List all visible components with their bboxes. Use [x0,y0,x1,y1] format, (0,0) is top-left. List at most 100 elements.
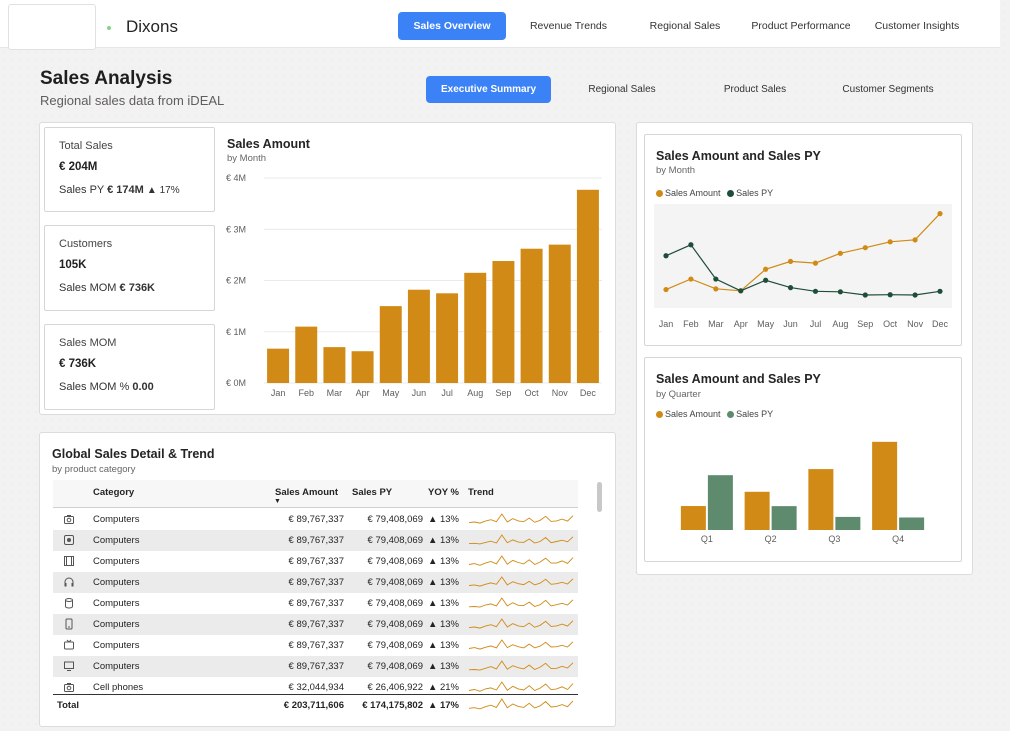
kpi-value: € 204M [59,161,98,173]
kpi-subline: Sales MOM € 736K [59,282,155,294]
table-row[interactable]: Cell phones € 32,044,934 € 26,406,922 ▲ 21% [53,677,578,698]
sort-desc-icon[interactable]: ▼ [274,498,281,505]
cell-sales-py: € 79,408,069 [367,661,423,672]
cell-sales-amount: € 32,044,934 [288,682,344,693]
series-line-sales-py [665,244,941,296]
table-row[interactable]: Computers € 89,767,337 € 79,408,069 ▲ 13% [53,614,578,635]
data-point [688,276,694,282]
x-tick-label: Mar [708,319,724,329]
bar-jan [267,348,290,383]
kpi-card-total-sales[interactable]: Total Sales € 204M Sales PY € 174M ▲ 17% [44,127,215,212]
x-tick-label: Nov [907,319,924,329]
x-tick-label: Aug [467,388,483,398]
cell-category: Cell phones [93,682,144,693]
kpi-sub-value: € 174M [107,184,144,196]
trend-sparkline [468,555,574,566]
sparkline-path [468,513,574,524]
subtab-product-sales[interactable]: Product Sales [723,84,787,95]
nav-tab-revenue-trends[interactable]: Revenue Trends [529,20,608,32]
bar-q1-sales-amount [680,506,706,530]
table-row[interactable]: Computers € 89,767,337 € 79,408,069 ▲ 13% [53,551,578,572]
table-title: Global Sales Detail & Trend [52,447,215,461]
x-tick-label: Oct [883,319,898,329]
legend-dot-icon [656,411,663,418]
table-scrollbar[interactable] [597,482,602,512]
nav-tab-product-performance[interactable]: Product Performance [751,20,851,32]
kpi-card-customers[interactable]: Customers 105K Sales MOM € 736K [44,225,215,311]
legend-dot-icon [727,190,735,197]
total-sales-py: € 174,175,802 [362,700,423,711]
col-header-sales-py[interactable]: Sales PY [352,487,393,498]
nav-tab-regional-sales[interactable]: Regional Sales [649,20,721,32]
x-tick-label: Jun [412,388,427,398]
headphones-icon [64,577,74,587]
bar-feb [295,326,318,383]
x-tick-label: Mar [327,388,343,398]
data-point [937,211,943,217]
sparkline-path [468,681,574,692]
data-point [937,288,943,294]
col-header-category[interactable]: Category [93,487,135,498]
table-row[interactable]: Computers € 89,767,337 € 79,408,069 ▲ 13% [53,593,578,614]
total-label: Total [57,700,79,711]
quarter-chart-title: Sales Amount and Sales PY [656,372,821,386]
bar-mar [323,347,346,383]
subtab-executive-summary[interactable]: Executive Summary [426,76,551,103]
table-row[interactable]: Computers € 89,767,337 € 79,408,069 ▲ 13% [53,509,578,530]
sparkline-path [468,555,574,566]
trend-sparkline [468,681,574,692]
monthly-line-chart[interactable]: Jan Feb Mar Apr May Jun Jul Aug Sep Oct Nov Dec [650,200,956,334]
x-tick-label: Aug [832,319,848,329]
line-chart-title: Sales Amount and Sales PY [656,149,821,163]
camera-icon [64,515,74,524]
kpi-sub-value: 0.00 [132,381,154,393]
data-point [763,277,769,283]
col-header-sales-amount[interactable]: Sales Amount [275,487,338,498]
kpi-label: Total Sales [59,140,113,152]
data-point [912,292,918,298]
kpi-card-sales-mom[interactable]: Sales MOM € 736K Sales MOM % 0.00 [44,324,215,410]
table-row[interactable]: Computers € 89,767,337 € 79,408,069 ▲ 13% [53,656,578,677]
monitor-icon [64,661,74,671]
table-subtitle: by product category [52,464,136,475]
data-point [887,292,893,298]
quarterly-bar-chart[interactable]: Q1 Q2 Q3 Q4 [650,425,956,550]
nav-tab-sales-overview[interactable]: Sales Overview [398,12,506,40]
col-header-trend[interactable]: Trend [468,487,494,498]
bar-jun [407,289,430,383]
bar-q2-sales-amount [744,491,770,530]
data-point [787,258,794,265]
data-point [688,242,694,248]
nav-tab-customer-insights[interactable]: Customer Insights [874,20,960,32]
y-tick-label: € 3M [226,224,246,234]
x-tick-label: Jan [659,319,674,329]
disc-icon [64,535,74,545]
x-tick-label: Nov [552,388,569,398]
bar-aug [464,272,487,383]
table-row[interactable]: Computers € 89,767,337 € 79,408,069 ▲ 13% [53,572,578,593]
data-point [837,250,843,256]
data-point [663,253,669,259]
x-tick-label: Jan [271,388,286,398]
legend-sales-py: Sales PY [736,188,774,198]
cell-sales-amount: € 89,767,337 [288,577,344,588]
data-point [862,292,868,298]
table-row[interactable]: Computers € 89,767,337 € 79,408,069 ▲ 13% [53,635,578,656]
subtab-customer-segments[interactable]: Customer Segments [842,84,934,95]
cell-category: Computers [93,640,140,651]
bar-q3-sales-amount [808,469,834,530]
subtab-regional-sales[interactable]: Regional Sales [588,84,656,95]
monthly-sales-bar-chart[interactable]: € 0M € 1M € 2M € 3M € 4M Jan Feb Mar Apr May Jun Ju… [222,168,608,404]
monthly-chart-title: Sales Amount [227,137,310,151]
x-tick-label: Sep [857,319,873,329]
cell-category: Computers [93,598,140,609]
x-tick-label: Q2 [765,534,777,544]
bar-jul [436,293,459,383]
table-row[interactable]: Computers € 89,767,337 € 79,408,069 ▲ 13% [53,530,578,551]
sparkline-path [468,534,574,545]
col-header-yoy[interactable]: YOY % [428,487,459,498]
cell-sales-py: € 79,408,069 [367,640,423,651]
x-tick-label: Dec [580,388,597,398]
kpi-label: Sales MOM [59,337,117,349]
x-tick-label: Q1 [701,534,713,544]
